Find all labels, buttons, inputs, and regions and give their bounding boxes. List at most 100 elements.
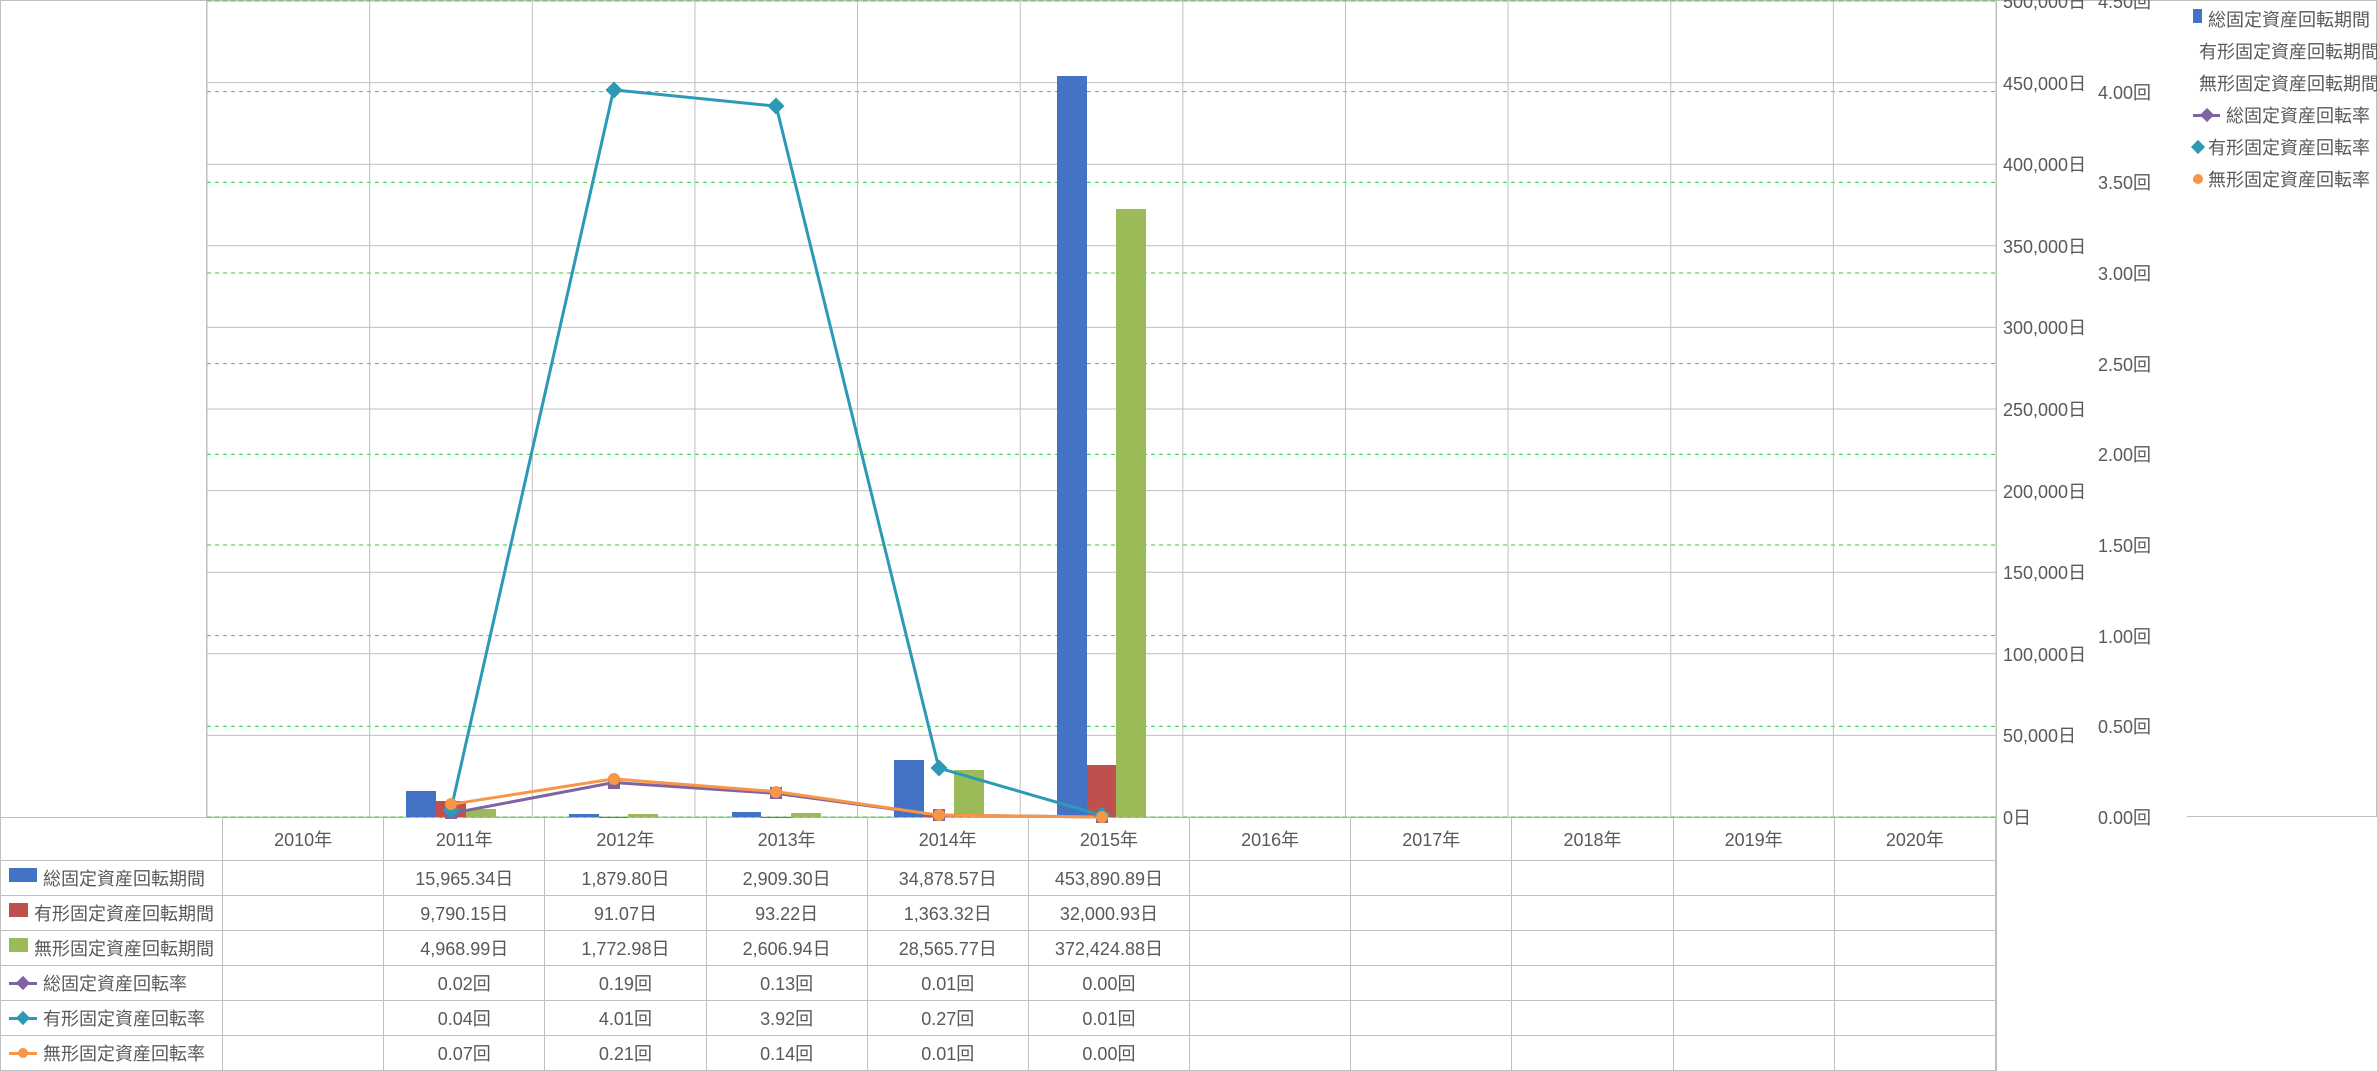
legend-label: 有形固定資産回転率 [2208, 134, 2370, 160]
cell: 28,565.77日 [867, 931, 1028, 966]
y1-tick: 300,000日 [2003, 314, 2086, 340]
row-header-s1: 総固定資産回転期間 [1, 861, 223, 896]
cell [1351, 1001, 1512, 1036]
y2-tick: 4.50回 [2098, 0, 2151, 14]
y2-tick: 3.50回 [2098, 169, 2151, 195]
cell [1512, 896, 1673, 931]
y1-tick: 200,000日 [2003, 478, 2086, 504]
y1-tick: 0日 [2003, 804, 2031, 830]
cell: 372,424.88日 [1028, 931, 1189, 966]
y1-axis: 0日50,000日100,000日150,000日200,000日250,000… [1997, 0, 2092, 817]
legend-label: 無形固定資産回転率 [2208, 166, 2370, 192]
table-row: 総固定資産回転期間15,965.34日1,879.80日2,909.30日34,… [1, 861, 1996, 896]
marker-s6 [608, 773, 620, 785]
cell [1351, 1036, 1512, 1071]
cell [1673, 1036, 1834, 1071]
y1-tick: 50,000日 [2003, 722, 2076, 748]
cell: 0.04回 [384, 1001, 545, 1036]
cell [1834, 1036, 1995, 1071]
row-header-s3: 無形固定資産回転期間 [1, 931, 223, 966]
cell: 0.07回 [384, 1036, 545, 1071]
spacer-left [0, 0, 206, 817]
legend: 総固定資産回転期間有形固定資産回転期間無形固定資産回転期間総固定資産回転率有形固… [2187, 0, 2377, 817]
cell: 1,363.32日 [867, 896, 1028, 931]
cell [1190, 896, 1351, 931]
cell: 0.27回 [867, 1001, 1028, 1036]
x-category: 2018年 [1512, 818, 1673, 861]
cell [1834, 931, 1995, 966]
legend-item-s5: 有形固定資産回転率 [2193, 131, 2370, 163]
cell: 0.00回 [1028, 966, 1189, 1001]
y1-tick: 500,000日 [2003, 0, 2086, 14]
plot-area [206, 0, 1997, 817]
y2-tick: 2.00回 [2098, 441, 2151, 467]
cell [1673, 931, 1834, 966]
legend-label: 無形固定資産回転期間 [2199, 70, 2377, 96]
cell: 0.21回 [545, 1036, 706, 1071]
table-row: 有形固定資産回転期間9,790.15日91.07日93.22日1,363.32日… [1, 896, 1996, 931]
chart-container: 0日50,000日100,000日150,000日200,000日250,000… [0, 0, 2377, 1071]
cell [223, 931, 384, 966]
cell [223, 966, 384, 1001]
x-category: 2017年 [1351, 818, 1512, 861]
cell: 0.01回 [867, 966, 1028, 1001]
legend-item-s6: 無形固定資産回転率 [2193, 163, 2370, 195]
cell [1190, 931, 1351, 966]
cell: 0.01回 [867, 1036, 1028, 1071]
cell: 2,909.30日 [706, 861, 867, 896]
y2-axis: 0.00回0.50回1.00回1.50回2.00回2.50回3.00回3.50回… [2092, 0, 2187, 817]
cell [1351, 861, 1512, 896]
legend-label: 総固定資産回転率 [2226, 102, 2370, 128]
y1-tick: 350,000日 [2003, 233, 2086, 259]
marker-s6 [445, 798, 457, 810]
cell [1512, 861, 1673, 896]
cell: 0.00回 [1028, 1036, 1189, 1071]
table-row: 総固定資産回転率0.02回0.19回0.13回0.01回0.00回 [1, 966, 1996, 1001]
marker-s6 [933, 809, 945, 821]
data-table-wrap: 2010年2011年2012年2013年2014年2015年2016年2017年… [0, 817, 2377, 1071]
cell [1834, 896, 1995, 931]
cell [1351, 896, 1512, 931]
x-category: 2016年 [1190, 818, 1351, 861]
cell: 4.01回 [545, 1001, 706, 1036]
cell: 1,879.80日 [545, 861, 706, 896]
cell: 93.22日 [706, 896, 867, 931]
y1-tick: 150,000日 [2003, 559, 2086, 585]
cell: 2,606.94日 [706, 931, 867, 966]
x-category: 2014年 [867, 818, 1028, 861]
cell: 0.19回 [545, 966, 706, 1001]
cell: 91.07日 [545, 896, 706, 931]
cell: 0.14回 [706, 1036, 867, 1071]
cell [1190, 1036, 1351, 1071]
x-category: 2015年 [1028, 818, 1189, 861]
cell [1512, 931, 1673, 966]
cell: 1,772.98日 [545, 931, 706, 966]
cell: 0.13回 [706, 966, 867, 1001]
legend-item-s4: 総固定資産回転率 [2193, 99, 2370, 131]
cell [1190, 861, 1351, 896]
x-category: 2019年 [1673, 818, 1834, 861]
table-row: 無形固定資産回転率 0.07回0.21回0.14回0.01回0.00回 [1, 1036, 1996, 1071]
y2-tick: 1.50回 [2098, 532, 2151, 558]
cell [223, 896, 384, 931]
cell: 34,878.57日 [867, 861, 1028, 896]
legend-item-s3: 無形固定資産回転期間 [2193, 67, 2370, 99]
cell: 453,890.89日 [1028, 861, 1189, 896]
y2-tick: 2.50回 [2098, 351, 2151, 377]
cell [1190, 1001, 1351, 1036]
cell [223, 1036, 384, 1071]
y2-tick: 1.00回 [2098, 623, 2151, 649]
y2-tick: 0.50回 [2098, 713, 2151, 739]
row-header-s6: 無形固定資産回転率 [1, 1036, 223, 1071]
cell [1673, 861, 1834, 896]
cell: 0.01回 [1028, 1001, 1189, 1036]
cell [1673, 966, 1834, 1001]
data-table: 2010年2011年2012年2013年2014年2015年2016年2017年… [0, 817, 1996, 1071]
x-category: 2012年 [545, 818, 706, 861]
cell: 0.02回 [384, 966, 545, 1001]
marker-s6 [770, 786, 782, 798]
y2-tick: 0.00回 [2098, 804, 2151, 830]
cell: 32,000.93日 [1028, 896, 1189, 931]
legend-label: 総固定資産回転期間 [2208, 6, 2370, 32]
cell [1512, 1001, 1673, 1036]
